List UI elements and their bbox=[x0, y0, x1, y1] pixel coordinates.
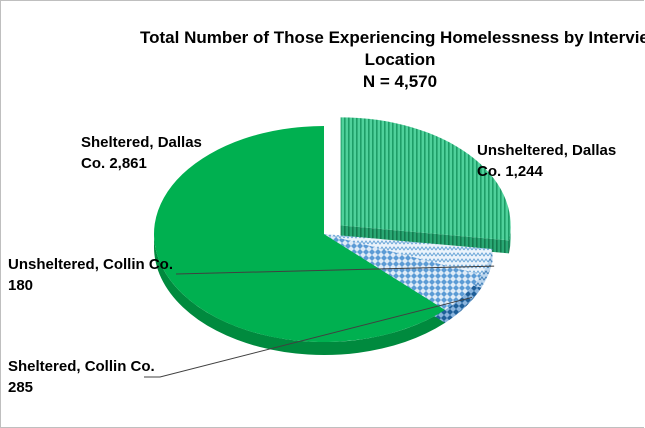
slice-sheltered-collin bbox=[324, 234, 482, 310]
slice-sheltered-dallas-side bbox=[154, 234, 445, 356]
slice-unsheltered-collin bbox=[324, 234, 493, 275]
leader-sheltered-collin bbox=[144, 296, 473, 378]
chart-title: Total Number of Those Experiencing Homel… bbox=[140, 27, 645, 93]
slice-sheltered-dallas bbox=[154, 125, 445, 342]
label-unsheltered-dallas: Unsheltered, Dallas Co. 1,244 bbox=[477, 142, 617, 180]
title-line-2: Location bbox=[364, 50, 436, 69]
leader-unsheltered-collin bbox=[175, 265, 495, 275]
label-sheltered-dallas: Sheltered, Dallas Co. 2,861 bbox=[81, 134, 202, 172]
label-sheltered-collin: Sheltered, Collin Co. 285 bbox=[8, 358, 155, 396]
slice-sheltered-collin-side bbox=[444, 274, 482, 323]
title-line-1: Total Number of Those Experiencing Homel… bbox=[140, 28, 645, 47]
slice-unsheltered-dallas-side bbox=[508, 225, 511, 254]
slice-unsheltered-dallas bbox=[340, 117, 511, 241]
chart-subtitle: N = 4,570 bbox=[362, 72, 438, 91]
label-unsheltered-collin: Unsheltered, Collin Co. 180 bbox=[8, 256, 174, 294]
slice-unsheltered-dallas-wall-1 bbox=[340, 225, 509, 254]
